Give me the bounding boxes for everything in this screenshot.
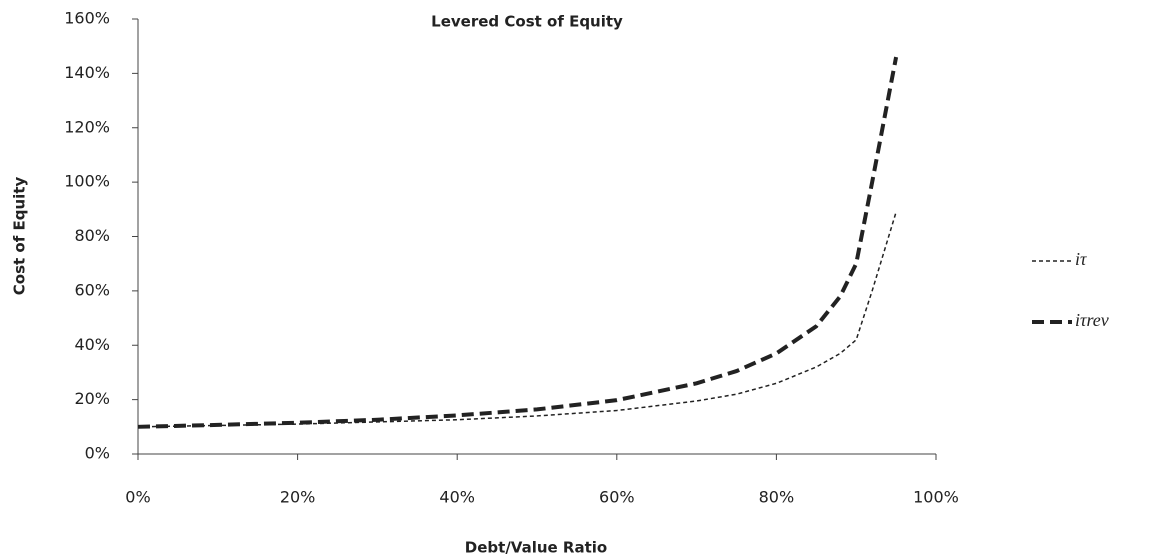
y-tick-label: 40%	[74, 335, 110, 354]
x-tick-label: 60%	[599, 488, 635, 507]
y-tick-label: 80%	[74, 226, 110, 245]
y-tick-label: 20%	[74, 389, 110, 408]
y-tick-label: 60%	[74, 280, 110, 299]
legend-label: iτ	[1075, 249, 1087, 269]
x-tick-label: 100%	[913, 488, 959, 507]
x-tick-label: 20%	[280, 488, 316, 507]
y-tick-label: 160%	[64, 9, 110, 28]
y-tick-label: 0%	[85, 444, 110, 463]
y-tick-label: 100%	[64, 172, 110, 191]
y-tick-label: 140%	[64, 63, 110, 82]
legend-label: iτrev	[1075, 310, 1109, 330]
x-tick-label: 80%	[759, 488, 795, 507]
x-axis-label: Debt/Value Ratio	[465, 539, 607, 557]
line-series	[137, 211, 897, 428]
x-tick-label: 0%	[125, 488, 150, 507]
line-series	[137, 56, 899, 429]
chart-title: Levered Cost of Equity	[431, 13, 623, 31]
x-tick-label: 40%	[439, 488, 475, 507]
y-axis-label: Cost of Equity	[11, 177, 29, 296]
y-tick-label: 120%	[64, 117, 110, 136]
